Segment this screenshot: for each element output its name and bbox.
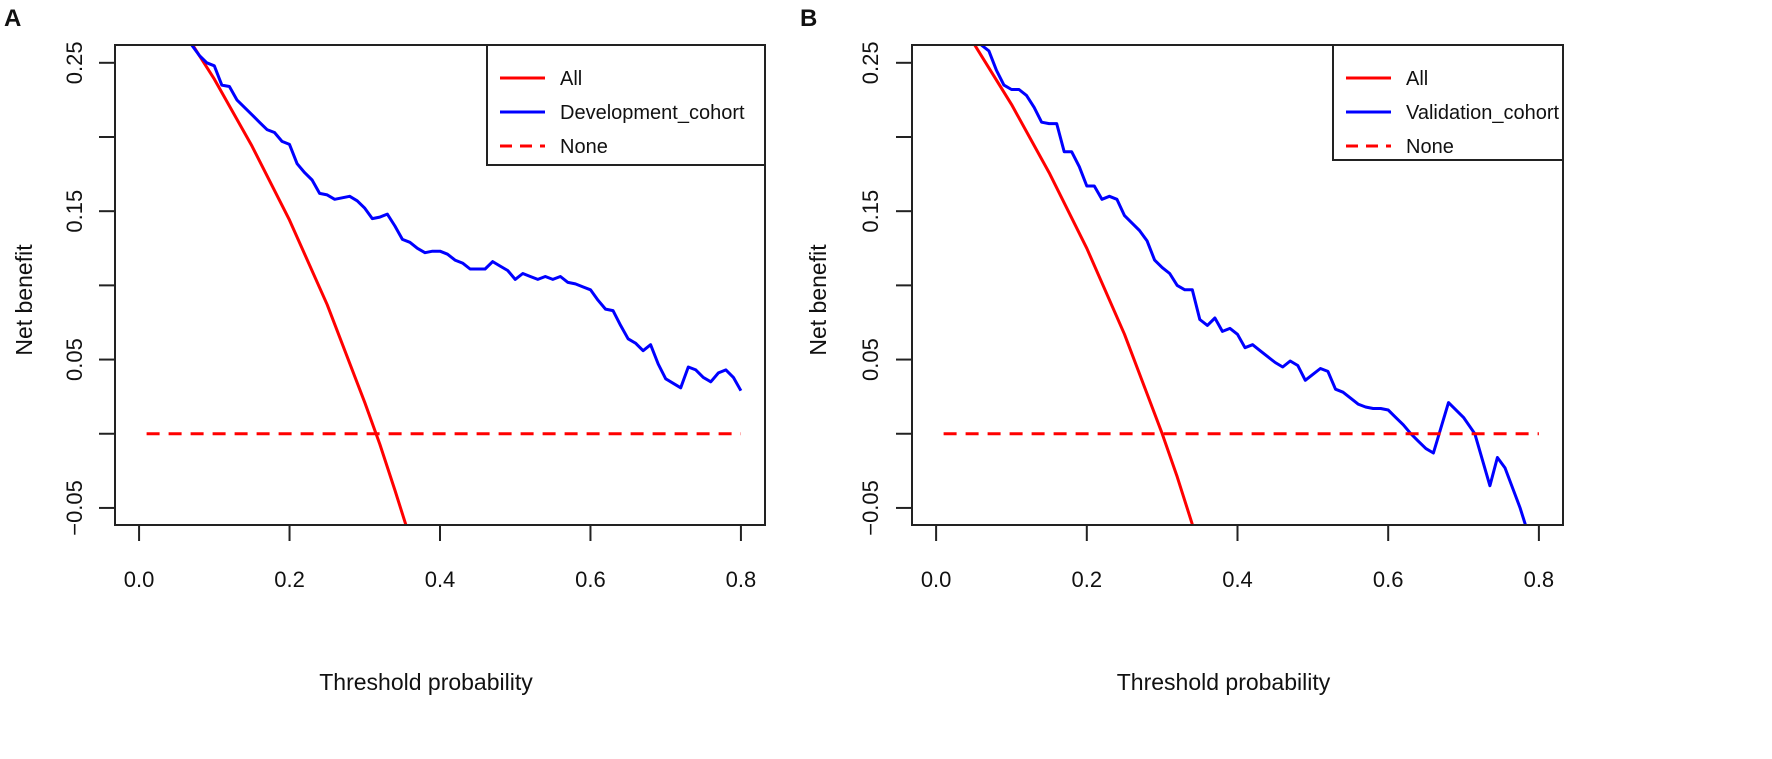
y-tick-label: −0.05: [62, 480, 87, 536]
x-tick-label: 0.6: [1373, 567, 1404, 592]
legend-box: [1332, 44, 1564, 161]
y-tick-label: 0.05: [858, 338, 883, 381]
series-line-development-cohort: [190, 45, 743, 392]
x-tick-label: 0.6: [575, 567, 606, 592]
series-line-validation-cohort: [980, 45, 1528, 525]
y-tick-label: −0.05: [858, 480, 883, 536]
x-tick-label: 0.2: [1072, 567, 1103, 592]
x-tick-label: 0.8: [726, 567, 757, 592]
legend: All Development_cohort None: [486, 44, 766, 166]
x-tick-label: 0.0: [124, 567, 155, 592]
x-tick-label: 0.8: [1524, 567, 1555, 592]
panel-label: A: [4, 5, 21, 32]
legend-label: Validation_cohort: [1406, 102, 1560, 124]
x-tick-label: 0.0: [921, 567, 952, 592]
x-axis-title: Threshold probability: [1117, 669, 1331, 695]
legend-label: All: [1406, 68, 1428, 90]
series-line-all: [190, 45, 408, 525]
y-tick-label: 0.25: [858, 41, 883, 84]
y-tick-label: 0.05: [62, 338, 87, 381]
panel-a: A 0.0 0.2 0.4 0.6 0.8 −0.05 0.05 0.15 0.25 Thresho…: [4, 5, 766, 695]
y-tick-label: 0.15: [62, 190, 87, 233]
legend: All Validation_cohort None: [1332, 44, 1564, 161]
legend-box: [486, 44, 766, 166]
y-tick-label: 0.15: [858, 190, 883, 233]
panel-b: B 0.0 0.2 0.4 0.6 0.8 −0.05 0.05 0.15 0.25 Thresho…: [800, 5, 1564, 695]
x-tick-label: 0.4: [1222, 567, 1253, 592]
legend-label: All: [560, 68, 582, 90]
x-axis-title: Threshold probability: [319, 669, 533, 695]
legend-label: None: [1406, 136, 1454, 158]
x-tick-label: 0.4: [425, 567, 456, 592]
y-axis-title: Net benefit: [11, 244, 37, 356]
x-tick-label: 0.2: [274, 567, 305, 592]
legend-label: Development_cohort: [560, 102, 745, 124]
series-line-all: [972, 45, 1194, 525]
y-tick-label: 0.25: [62, 41, 87, 84]
y-axis-title: Net benefit: [805, 244, 831, 356]
panel-label: B: [800, 5, 817, 32]
legend-label: None: [560, 136, 608, 158]
